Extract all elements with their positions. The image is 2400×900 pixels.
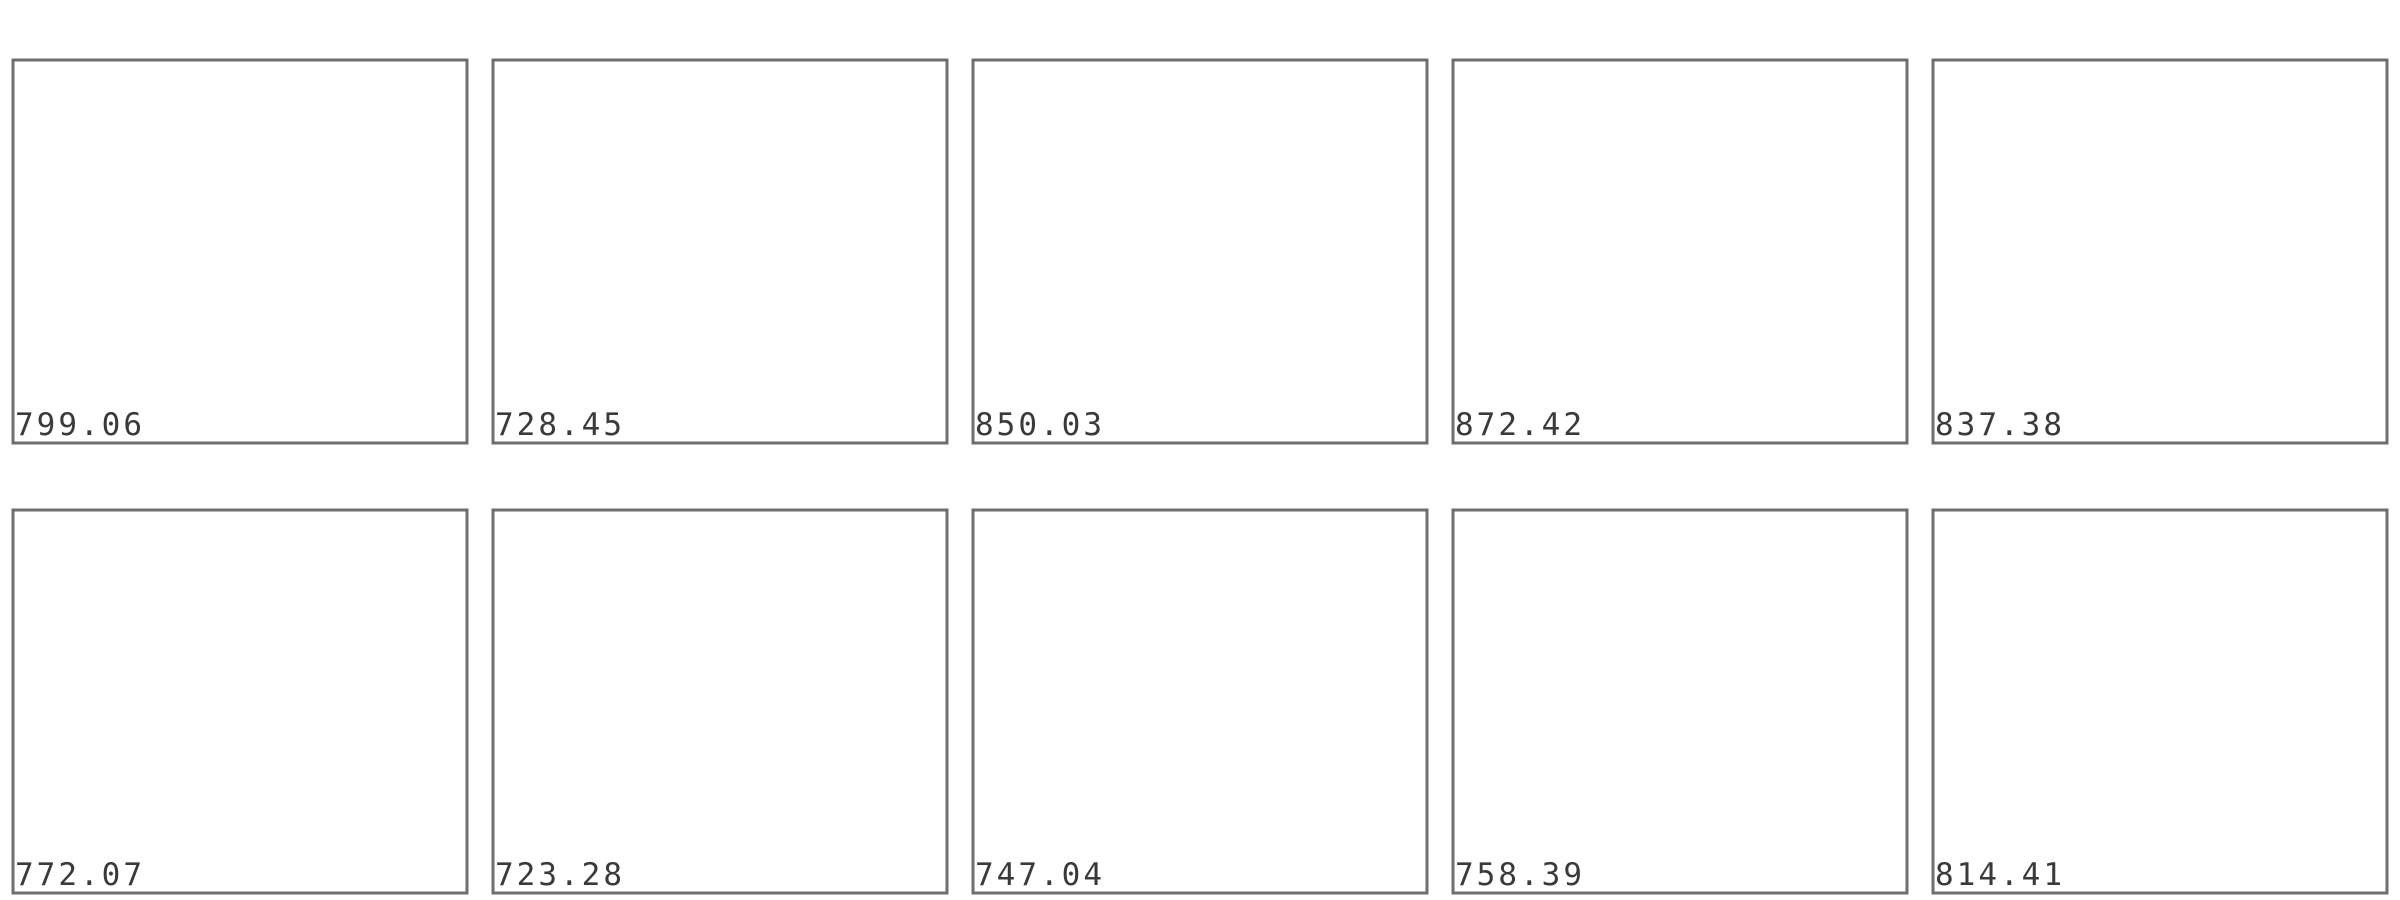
panel-frame	[1451, 58, 1909, 445]
panel-frame	[971, 508, 1429, 895]
panel-frame	[1931, 58, 2389, 445]
panel-2: 728.45	[491, 58, 949, 445]
panel-score-label: 747.04	[975, 857, 1105, 893]
panel-score-label: 772.07	[15, 857, 145, 893]
panel-score-label: 723.28	[495, 857, 625, 893]
panel-frame	[11, 58, 469, 445]
panel-10: 814.41	[1931, 508, 2389, 895]
panel-frame	[491, 58, 949, 445]
panel-4: 872.42	[1451, 58, 1909, 445]
panel-1: 799.06	[11, 58, 469, 445]
panel-score-label: 799.06	[15, 407, 145, 443]
panel-frame	[1931, 508, 2389, 895]
panel-frame	[1451, 508, 1909, 895]
panel-frame	[971, 58, 1429, 445]
panel-7: 723.28	[491, 508, 949, 895]
panel-score-label: 728.45	[495, 407, 625, 443]
panel-3: 850.03	[971, 58, 1429, 445]
panel-8: 747.04	[971, 508, 1429, 895]
panel-5: 837.38	[1931, 58, 2389, 445]
panel-6: 772.07	[11, 508, 469, 895]
panel-score-label: 758.39	[1455, 857, 1585, 893]
panel-score-label: 814.41	[1935, 857, 2065, 893]
panel-score-label: 850.03	[975, 407, 1105, 443]
panel-frame	[11, 508, 469, 895]
panel-score-label: 872.42	[1455, 407, 1585, 443]
panel-score-label: 837.38	[1935, 407, 2065, 443]
panel-9: 758.39	[1451, 508, 1909, 895]
panel-frame	[491, 508, 949, 895]
